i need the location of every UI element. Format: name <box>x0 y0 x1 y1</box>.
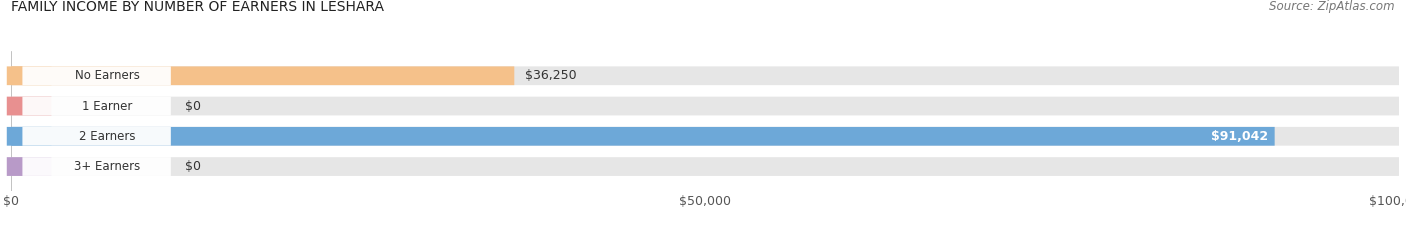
FancyBboxPatch shape <box>11 127 1275 146</box>
FancyBboxPatch shape <box>22 97 172 115</box>
Text: 1 Earner: 1 Earner <box>82 99 132 113</box>
FancyBboxPatch shape <box>11 97 1399 115</box>
FancyBboxPatch shape <box>7 66 52 85</box>
Text: $91,042: $91,042 <box>1211 130 1268 143</box>
FancyBboxPatch shape <box>7 127 52 146</box>
Text: $36,250: $36,250 <box>526 69 576 82</box>
Text: $0: $0 <box>184 160 201 173</box>
FancyBboxPatch shape <box>11 127 1399 146</box>
Text: Source: ZipAtlas.com: Source: ZipAtlas.com <box>1270 0 1395 13</box>
FancyBboxPatch shape <box>11 66 515 85</box>
FancyBboxPatch shape <box>7 97 52 115</box>
Text: 2 Earners: 2 Earners <box>79 130 135 143</box>
FancyBboxPatch shape <box>11 157 1399 176</box>
Text: $0: $0 <box>184 99 201 113</box>
FancyBboxPatch shape <box>22 127 172 146</box>
FancyBboxPatch shape <box>7 157 52 176</box>
Text: FAMILY INCOME BY NUMBER OF EARNERS IN LESHARA: FAMILY INCOME BY NUMBER OF EARNERS IN LE… <box>11 0 384 14</box>
FancyBboxPatch shape <box>22 157 172 176</box>
Text: No Earners: No Earners <box>75 69 139 82</box>
FancyBboxPatch shape <box>22 66 172 85</box>
FancyBboxPatch shape <box>11 66 1399 85</box>
Text: 3+ Earners: 3+ Earners <box>75 160 141 173</box>
